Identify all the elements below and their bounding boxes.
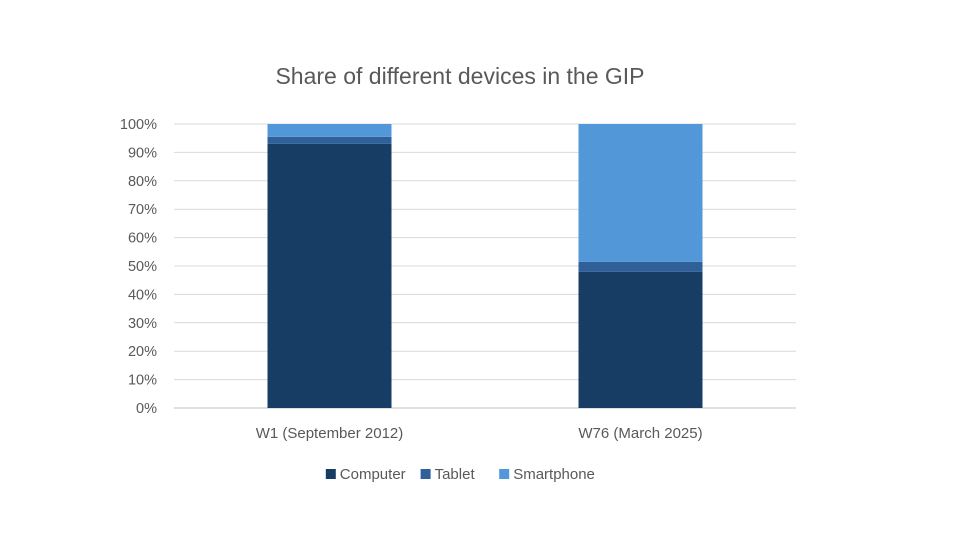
x-axis-labels: W1 (September 2012) W76 (March 2025) bbox=[256, 425, 703, 442]
x-category-label: W1 (September 2012) bbox=[256, 425, 404, 442]
legend-swatch-computer bbox=[325, 469, 336, 479]
y-tick-label: 20% bbox=[128, 344, 157, 360]
legend-swatch-smartphone bbox=[499, 469, 510, 479]
legend-label-computer: Computer bbox=[340, 466, 406, 483]
y-tick-label: 60% bbox=[128, 231, 157, 247]
legend-swatch-tablet bbox=[420, 469, 431, 479]
bar-smartphone-2 bbox=[578, 124, 703, 262]
bar-tablet-2 bbox=[578, 261, 703, 272]
legend: Computer Tablet Smartphone bbox=[325, 466, 595, 483]
y-tick-label: 40% bbox=[128, 287, 157, 303]
bars bbox=[267, 124, 703, 408]
bar-computer-2 bbox=[578, 271, 703, 408]
y-tick-label: 70% bbox=[128, 202, 157, 218]
bar-smartphone-1 bbox=[267, 124, 392, 137]
y-tick-label: 100% bbox=[120, 117, 157, 133]
chart-title: Share of different devices in the GIP bbox=[275, 63, 644, 89]
y-tick-label: 50% bbox=[128, 259, 157, 275]
y-tick-label: 30% bbox=[128, 316, 157, 332]
gridlines bbox=[174, 123, 796, 409]
bar-tablet-1 bbox=[267, 136, 392, 144]
y-tick-label: 0% bbox=[136, 401, 157, 417]
y-axis-ticks: 0% 10% 20% 30% 40% 50% 60% 70% 80% 90% 100% bbox=[120, 117, 157, 417]
legend-label-smartphone: Smartphone bbox=[513, 466, 595, 483]
y-tick-label: 10% bbox=[128, 373, 157, 389]
x-category-label: W76 (March 2025) bbox=[578, 425, 702, 442]
y-tick-label: 80% bbox=[128, 174, 157, 190]
bar-computer-1 bbox=[267, 143, 392, 408]
legend-label-tablet: Tablet bbox=[435, 466, 476, 483]
y-tick-label: 90% bbox=[128, 145, 157, 161]
